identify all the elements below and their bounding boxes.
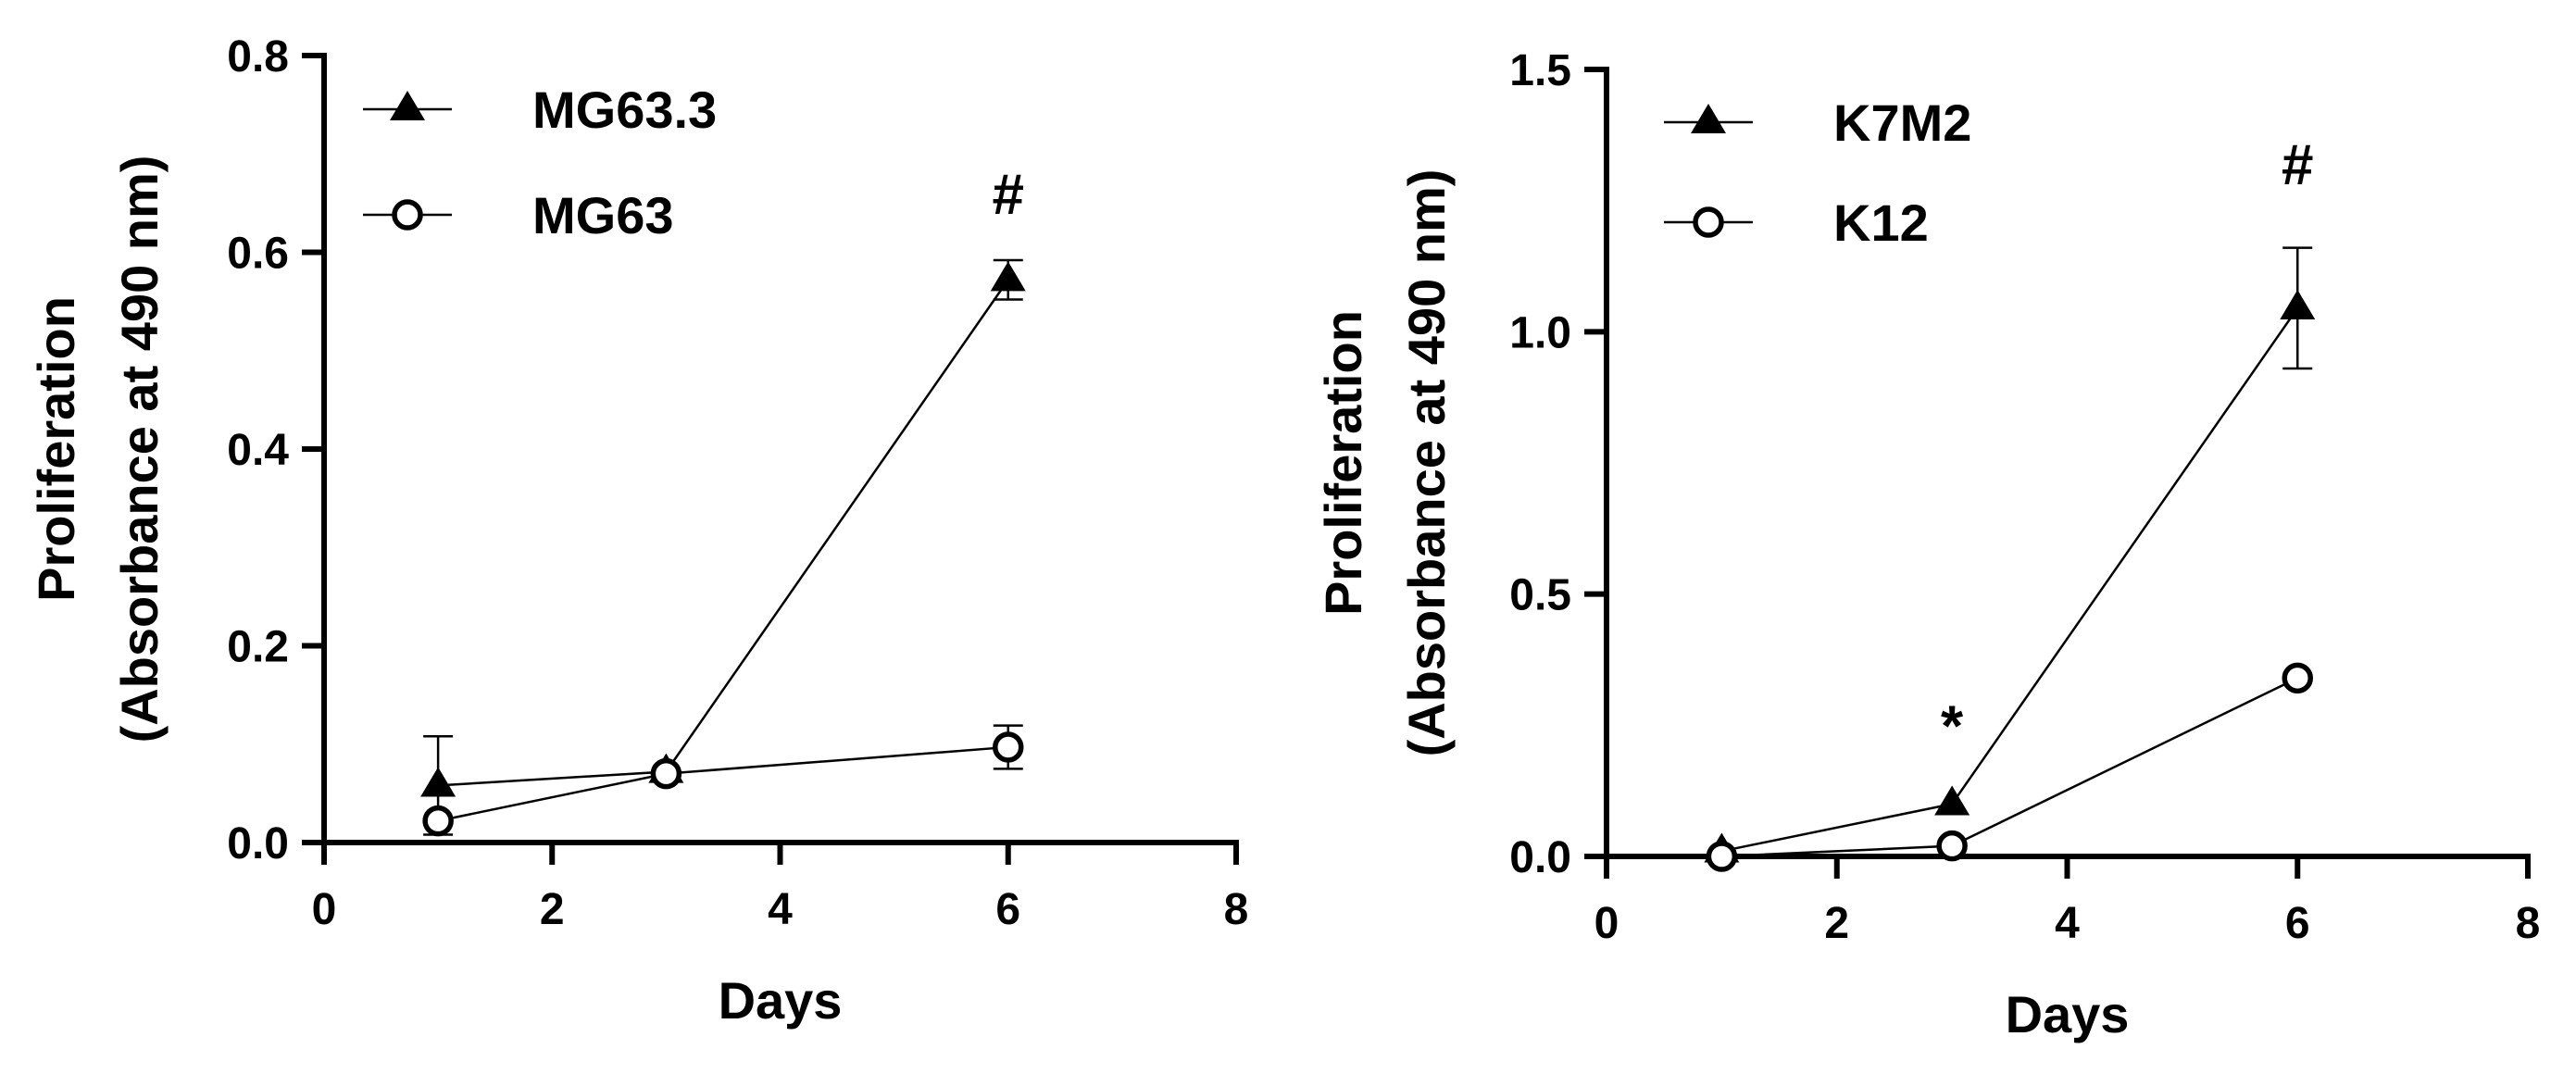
y-tick-label: 0.0 bbox=[1509, 833, 1571, 882]
series-line-MG63 bbox=[437, 745, 1008, 822]
x-tick-label: 4 bbox=[2055, 899, 2080, 948]
x-axis-title: Days bbox=[719, 971, 843, 1030]
x-tick-label: 8 bbox=[2516, 899, 2541, 948]
y-axis-title-line2: (Absorbance at 490 nm) bbox=[1397, 169, 1456, 757]
x-tick-label: 0 bbox=[312, 885, 337, 934]
y-tick-label: 0.5 bbox=[1509, 571, 1571, 620]
series-line-MG63.3 bbox=[438, 279, 1009, 787]
data-point-K12 bbox=[2282, 662, 2313, 694]
legend-marker-MG63.3 bbox=[390, 91, 425, 120]
significance-marker: # bbox=[993, 163, 1024, 227]
legend-label: K12 bbox=[1833, 194, 1929, 252]
y-tick-label: 0.4 bbox=[227, 426, 289, 475]
x-tick-label: 2 bbox=[540, 885, 565, 934]
y-tick-label: 0.6 bbox=[227, 230, 289, 279]
y-axis-title-line1: Proliferation bbox=[1314, 310, 1372, 616]
legend-marker-MG63 bbox=[392, 199, 423, 231]
legend-label: K7M2 bbox=[1833, 94, 1971, 152]
y-tick-label: 0.2 bbox=[227, 623, 289, 672]
series-line-K7M2 bbox=[1721, 307, 2299, 853]
y-tick-label: 1.5 bbox=[1509, 46, 1571, 95]
data-point-MG63 bbox=[993, 731, 1024, 763]
x-tick-label: 2 bbox=[1824, 899, 1849, 948]
series-line-K12 bbox=[1721, 677, 2298, 858]
y-tick-label: 1.0 bbox=[1509, 308, 1571, 357]
legend-marker-K12 bbox=[1693, 206, 1724, 238]
data-point-K7M2 bbox=[2280, 289, 2316, 319]
legend-label: MG63 bbox=[532, 186, 674, 244]
data-point-MG63 bbox=[650, 757, 682, 790]
data-point-K12 bbox=[1936, 830, 1968, 862]
data-point-K7M2 bbox=[1934, 785, 1970, 816]
significance-marker: # bbox=[2282, 133, 2313, 197]
legend-label: MG63.3 bbox=[532, 81, 717, 139]
significance-marker: * bbox=[1941, 694, 1964, 758]
x-tick-label: 6 bbox=[2285, 899, 2310, 948]
x-tick-label: 6 bbox=[995, 885, 1020, 934]
chart-right: 0.0 0.5 1.0 1.5 0 2 4 6 8 Days Proliferation (Absor… bbox=[1314, 46, 2540, 1043]
data-point-MG63.3 bbox=[420, 767, 456, 797]
data-point-K12 bbox=[1706, 841, 1738, 872]
chart-left: 0.0 0.2 0.4 0.6 0.8 0 2 4 6 8 Days Proliferation (Ab… bbox=[27, 32, 1248, 1030]
y-axis-title-line2: (Absorbance at 490 nm) bbox=[110, 156, 169, 743]
legend-marker-K7M2 bbox=[1691, 104, 1726, 133]
x-tick-label: 4 bbox=[768, 885, 793, 934]
data-point-MG63.3 bbox=[990, 261, 1026, 292]
y-axis-title-line1: Proliferation bbox=[27, 296, 85, 602]
x-tick-label: 8 bbox=[1224, 885, 1249, 934]
x-tick-label: 0 bbox=[1594, 899, 1619, 948]
data-point-MG63 bbox=[422, 805, 454, 837]
y-tick-label: 0.8 bbox=[227, 32, 289, 81]
x-axis-title: Days bbox=[2006, 985, 2130, 1043]
y-tick-label: 0.0 bbox=[227, 819, 289, 868]
